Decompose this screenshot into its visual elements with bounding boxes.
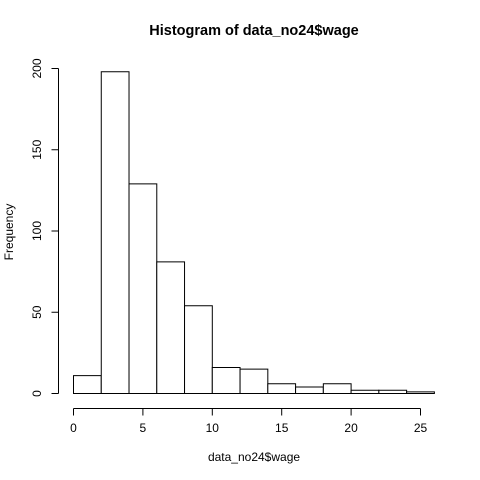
y-tick-label-1: 50: [30, 305, 44, 319]
histogram-bar-3: [156, 261, 186, 394]
x-tick-label-4: 20: [344, 421, 358, 435]
histogram-bar-2: [128, 183, 158, 394]
x-tick-label-1: 5: [140, 421, 147, 435]
y-tick-label-0: 0: [30, 390, 44, 397]
y-axis-label: Frequency: [2, 204, 16, 261]
histogram-bar-10: [350, 389, 380, 394]
histogram-bar-0: [73, 375, 102, 394]
y-axis: 0 50 100 150 200: [30, 58, 59, 397]
x-axis: 0 5 10 15 20 25: [70, 408, 428, 435]
histogram-bar-8: [295, 386, 324, 394]
y-tick-label-4: 200: [30, 58, 44, 78]
histogram-bar-12: [406, 391, 435, 394]
chart-title: Histogram of data_no24$wage: [149, 23, 359, 39]
y-tick-label-2: 100: [30, 221, 44, 241]
histogram-bar-11: [378, 389, 408, 394]
histogram-bar-9: [322, 383, 352, 394]
histogram-bar-6: [239, 368, 269, 394]
y-tick-label-3: 150: [30, 139, 44, 159]
x-tick-label-2: 10: [206, 421, 220, 435]
x-tick-label-3: 15: [275, 421, 289, 435]
x-tick-label-0: 0: [70, 421, 77, 435]
histogram-bar-4: [184, 305, 213, 394]
histogram-bar-5: [211, 367, 241, 394]
histogram-bar-7: [267, 383, 297, 394]
x-axis-label: data_no24$wage: [208, 450, 300, 464]
histogram-bar-1: [100, 71, 130, 394]
bars-group: [73, 71, 435, 394]
x-tick-label-5: 25: [414, 421, 428, 435]
